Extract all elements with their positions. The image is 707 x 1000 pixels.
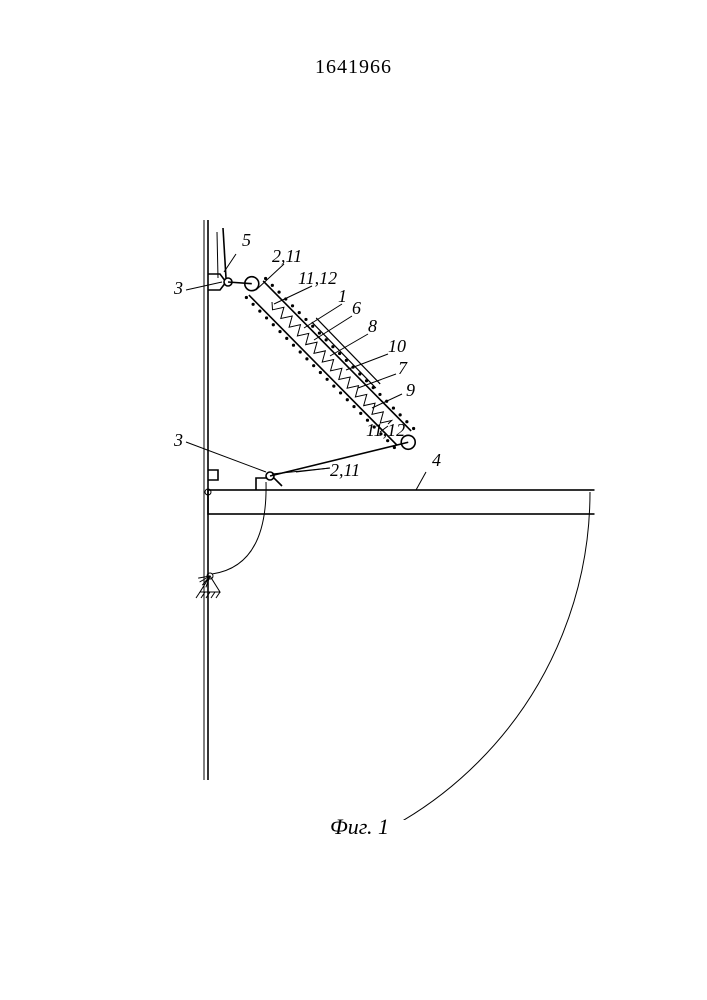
callout-label: 5: [242, 230, 251, 250]
callout-label: 8: [368, 316, 377, 336]
callout-label: 9: [406, 380, 415, 400]
callout-label: 3: [173, 430, 183, 450]
figure-1-drawing: 532,1111,12168107911,122,1143: [96, 220, 616, 820]
callout-label: 11,12: [366, 420, 405, 440]
callout-label: 3: [173, 278, 183, 298]
document-number: 1641966: [0, 56, 707, 79]
callout-label: 6: [352, 298, 361, 318]
figure-caption: Фиг. 1: [330, 814, 389, 840]
callout-label: 2,11: [330, 460, 360, 480]
callout-label: 7: [398, 358, 408, 378]
callout-label: 1: [338, 286, 347, 306]
callout-label: 4: [432, 450, 441, 470]
callout-label: 10: [388, 336, 406, 356]
callout-label: 11,12: [298, 268, 337, 288]
callout-label: 2,11: [272, 246, 302, 266]
